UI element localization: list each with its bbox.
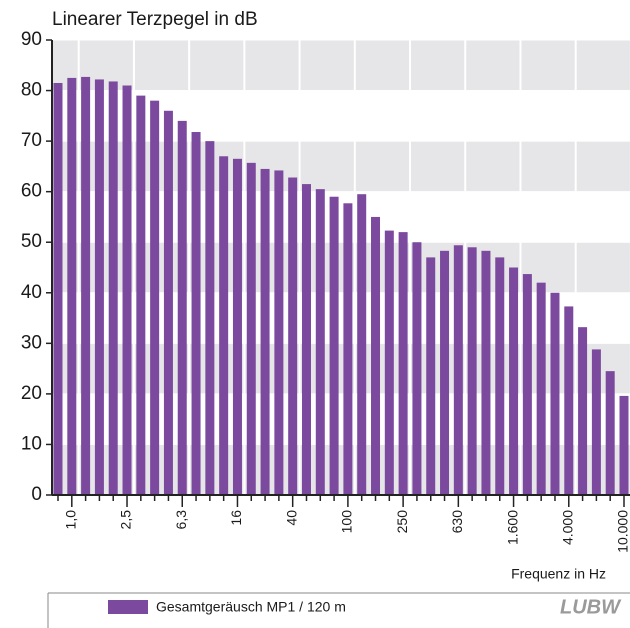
bar xyxy=(163,110,173,496)
bar xyxy=(564,306,574,495)
legend-label: Gesamtgeräusch MP1 / 120 m xyxy=(156,599,346,615)
x-tick-label: 4.000 xyxy=(559,510,575,545)
y-tick-label: 40 xyxy=(21,282,42,303)
bar xyxy=(440,250,450,495)
x-tick-label: 40 xyxy=(283,510,299,526)
bar xyxy=(108,81,118,495)
bar xyxy=(288,177,298,495)
bar xyxy=(205,141,215,495)
bar xyxy=(343,203,353,496)
bar xyxy=(67,77,77,496)
bar xyxy=(177,120,187,495)
x-tick-label: 100 xyxy=(339,510,355,534)
bar xyxy=(426,257,436,495)
x-tick-label: 1.600 xyxy=(504,510,520,545)
bar xyxy=(94,79,104,495)
grid-band xyxy=(52,343,630,394)
chart-title: Linearer Terzpegel in dB xyxy=(52,9,258,30)
grid-band xyxy=(52,444,630,495)
x-tick-label: 16 xyxy=(228,510,244,526)
bar xyxy=(315,189,325,495)
bar xyxy=(81,76,91,496)
x-tick-label: 2,5 xyxy=(118,510,134,530)
bar xyxy=(122,85,132,495)
bar xyxy=(481,250,491,495)
y-tick-label: 20 xyxy=(21,383,42,404)
bar xyxy=(591,349,601,495)
grid-band xyxy=(52,242,630,293)
bar xyxy=(219,156,229,495)
y-tick-label: 60 xyxy=(21,181,42,202)
y-tick-label: 30 xyxy=(21,332,42,353)
y-tick-label: 70 xyxy=(21,130,42,151)
y-tick-label: 80 xyxy=(21,80,42,101)
bar xyxy=(412,242,422,495)
bar xyxy=(384,230,394,495)
y-tick-label: 90 xyxy=(21,29,42,50)
bar xyxy=(136,95,146,495)
bar xyxy=(274,170,284,495)
bar xyxy=(605,371,615,495)
y-tick-label: 50 xyxy=(21,231,42,252)
grid-band xyxy=(52,141,630,192)
bar xyxy=(246,162,256,495)
bar xyxy=(53,82,63,495)
bar xyxy=(495,257,505,495)
bar xyxy=(467,247,477,495)
bar xyxy=(260,168,270,495)
bar xyxy=(398,232,408,495)
legend-swatch xyxy=(108,600,148,614)
bar xyxy=(357,194,367,495)
grid-band xyxy=(52,40,630,91)
x-tick-label: 10.000 xyxy=(615,510,630,553)
y-tick-label: 0 xyxy=(31,484,42,505)
bar xyxy=(522,274,532,495)
bar xyxy=(371,216,381,495)
logo: LUBW xyxy=(560,596,622,618)
bar xyxy=(453,245,463,495)
x-tick-label: 250 xyxy=(394,510,410,534)
bar xyxy=(232,158,242,496)
bar xyxy=(150,100,160,496)
x-tick-label: 630 xyxy=(449,510,465,534)
x-tick-label: 1,0 xyxy=(63,510,79,530)
bar xyxy=(550,292,560,495)
bar xyxy=(329,196,339,495)
x-tick-label: 6,3 xyxy=(173,510,189,530)
y-tick-label: 10 xyxy=(21,433,42,454)
bar xyxy=(509,267,519,495)
bar xyxy=(619,395,629,495)
bar xyxy=(536,282,546,495)
bar xyxy=(191,132,201,495)
bar xyxy=(578,327,588,495)
bar xyxy=(301,184,311,496)
x-axis-label: Frequenz in Hz xyxy=(511,566,606,582)
